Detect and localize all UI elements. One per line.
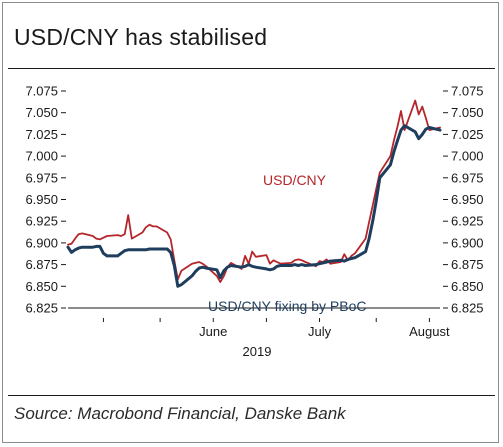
- y-tick-label-left: 6.950: [25, 192, 58, 207]
- y-tick-label-right: 6.975: [451, 170, 484, 185]
- chart-title: USD/CNY has stabilised: [14, 24, 268, 50]
- y-tick-label-left: 7.025: [25, 127, 58, 142]
- y-tick-label-right: 7.025: [451, 127, 484, 142]
- y-tick-label-right: 6.925: [451, 214, 484, 229]
- y-tick-label-left: 6.825: [25, 301, 58, 316]
- y-tick-label-right: 6.900: [451, 235, 484, 250]
- y-tick-label-right: 7.000: [451, 149, 484, 164]
- y-tick-label-right: 6.875: [451, 257, 484, 272]
- y-tick-label-left: 7.000: [25, 149, 58, 164]
- y-tick-label-left: 6.875: [25, 257, 58, 272]
- y-tick-label-left: 6.850: [25, 279, 58, 294]
- chart-frame: [2, 2, 499, 443]
- x-axis-title: 2019: [243, 344, 272, 359]
- y-tick-label-right: 6.825: [451, 301, 484, 316]
- x-tick-label: July: [308, 324, 332, 339]
- source-divider: [8, 395, 495, 396]
- source-note: Source: Macrobond Financial, Danske Bank: [14, 404, 346, 423]
- series-line-fixing: [66, 124, 442, 288]
- series-label-usdcny: USD/CNY: [263, 172, 327, 188]
- series-label-fixing: USD/CNY fixing by PBoC: [208, 298, 366, 314]
- y-tick-label-left: 7.050: [25, 105, 58, 120]
- y-tick-label-left: 7.075: [25, 84, 58, 99]
- x-tick-label: August: [409, 324, 450, 339]
- y-tick-label-right: 7.075: [451, 84, 484, 99]
- y-tick-label-left: 6.900: [25, 235, 58, 250]
- y-tick-label-left: 6.925: [25, 214, 58, 229]
- y-tick-label-right: 6.850: [451, 279, 484, 294]
- title-divider: [8, 68, 495, 69]
- x-tick-label: June: [199, 324, 227, 339]
- series-line-usdcny: [67, 99, 441, 283]
- y-tick-label-left: 6.975: [25, 170, 58, 185]
- y-tick-label-right: 7.050: [451, 105, 484, 120]
- y-tick-label-right: 6.950: [451, 192, 484, 207]
